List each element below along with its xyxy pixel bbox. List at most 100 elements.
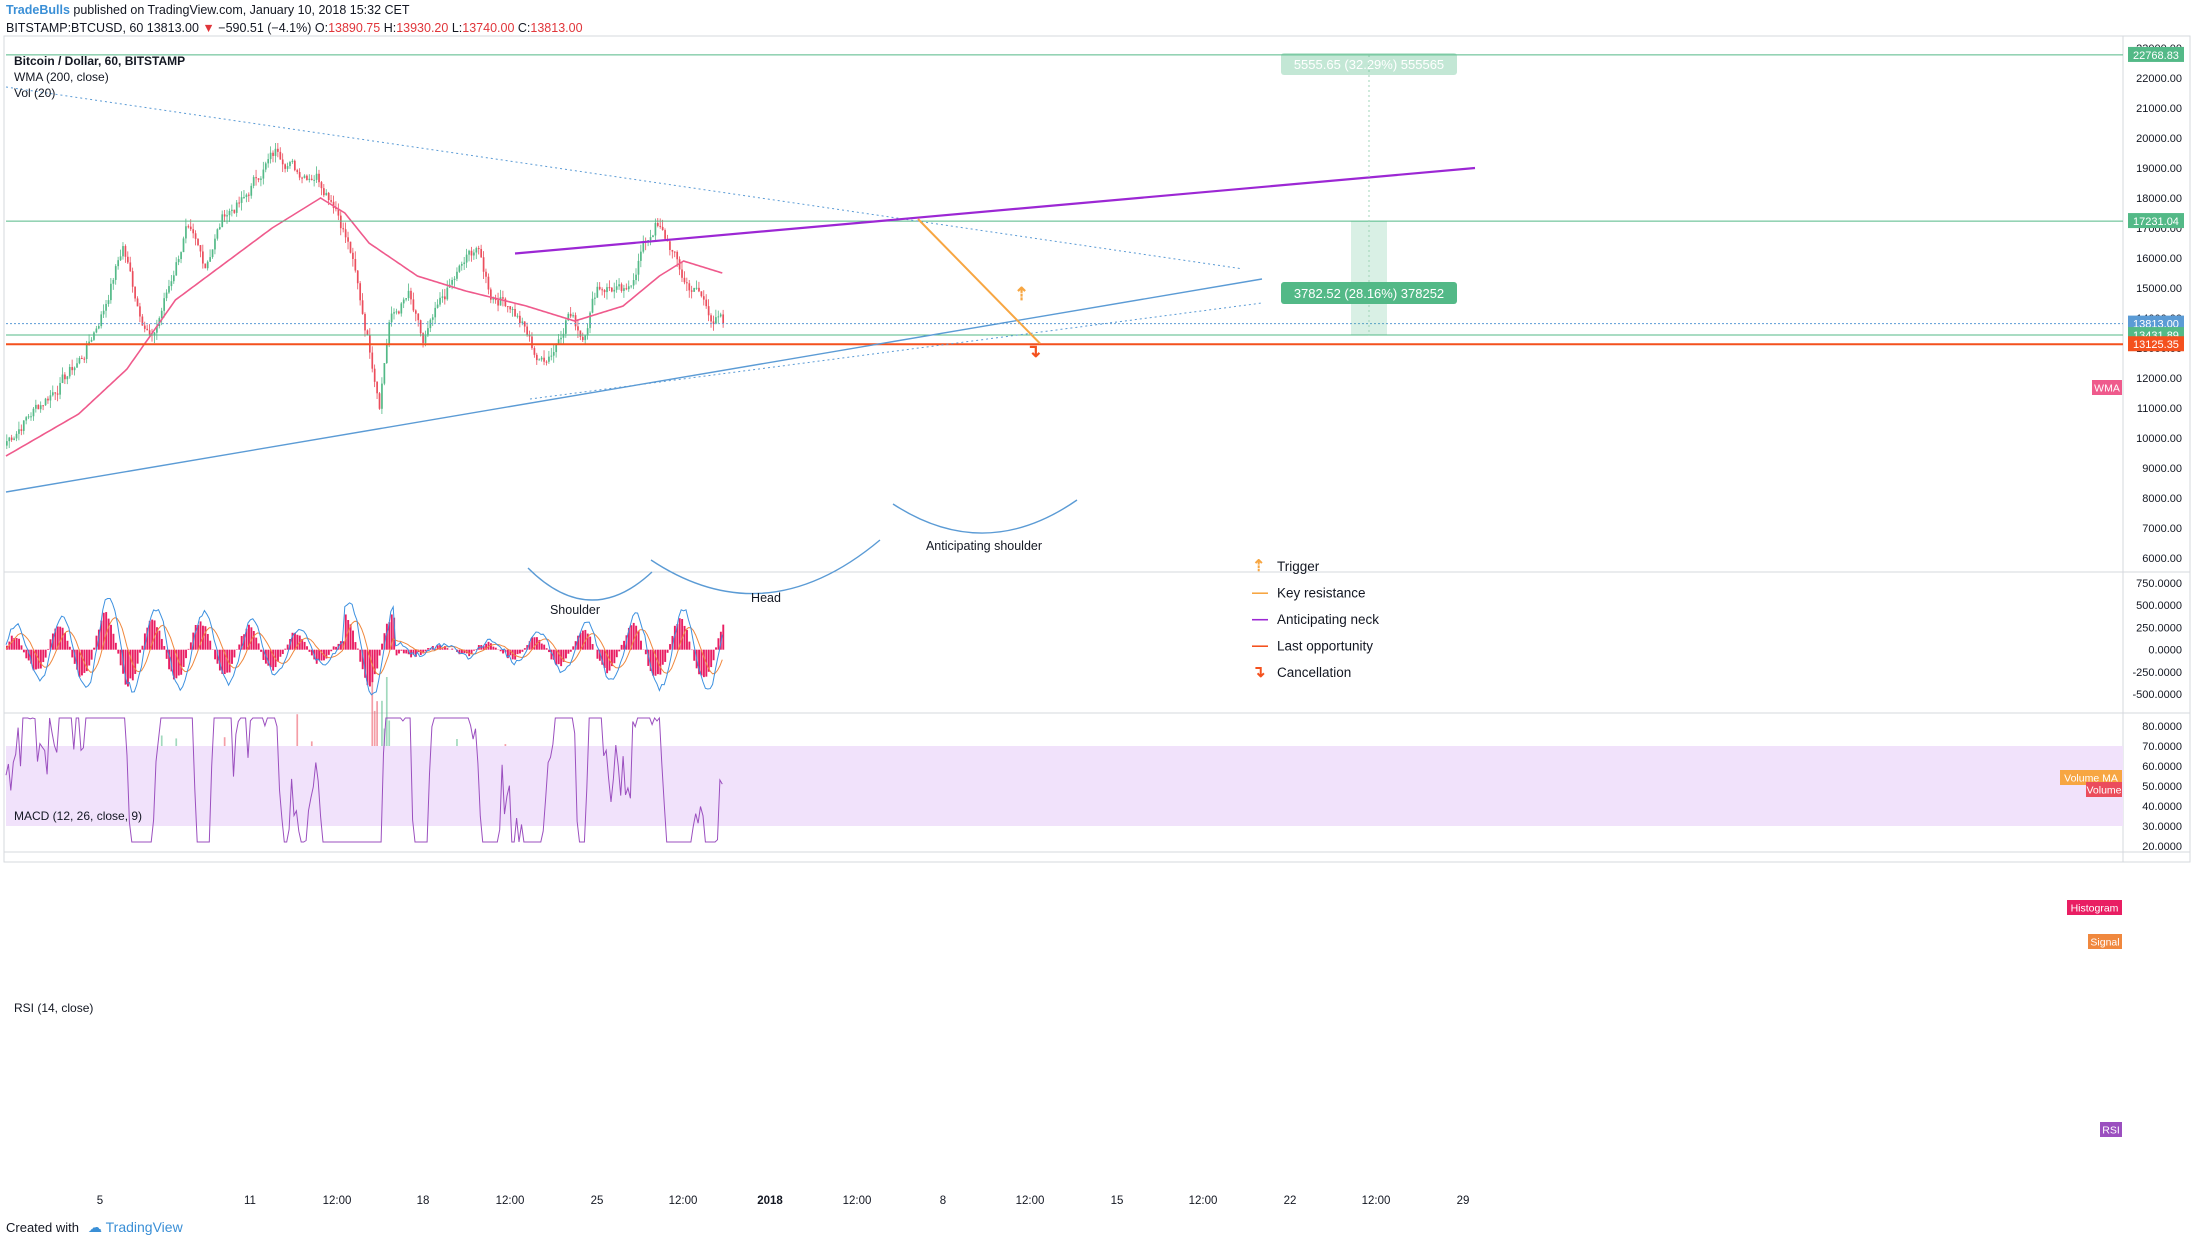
macd-histogram-bar	[189, 642, 192, 650]
macd-histogram-bar	[603, 649, 606, 668]
candle	[32, 408, 35, 417]
macd-histogram-bar	[221, 649, 224, 674]
macd-histogram-bar	[632, 622, 635, 650]
candle	[531, 336, 533, 349]
macd-histogram-bar	[117, 649, 120, 654]
candle	[262, 169, 265, 179]
macd-histogram-bar	[107, 618, 110, 650]
candle	[707, 306, 710, 316]
macd-histogram-bar	[494, 647, 497, 650]
candle	[56, 393, 59, 395]
macd-histogram-bar	[637, 630, 640, 650]
macd-histogram-bar	[143, 633, 146, 650]
macd-histogram-bar	[693, 649, 696, 661]
chart-title: Bitcoin / Dollar, 60, BITSTAMP	[14, 54, 185, 68]
candle	[456, 271, 458, 279]
macd-histogram-bar	[611, 649, 613, 667]
macd-histogram-bar	[686, 629, 688, 650]
candle	[165, 292, 168, 299]
macd-histogram-bar	[255, 637, 258, 650]
time-axis-tick: 29	[1457, 1195, 1470, 1207]
macd-histogram-bar	[165, 649, 168, 659]
macd-histogram-bar	[30, 649, 33, 664]
macd-histogram-bar	[59, 626, 62, 650]
time-axis-tick: 2018	[757, 1195, 783, 1207]
candle	[233, 209, 236, 213]
candle	[330, 200, 332, 202]
candle	[310, 178, 313, 180]
low-label: L:	[451, 21, 463, 35]
candle	[422, 333, 424, 343]
candle	[347, 237, 349, 242]
candle	[625, 288, 628, 290]
candle	[298, 172, 301, 178]
candle	[185, 226, 187, 239]
macd-histogram-bar	[139, 649, 141, 653]
candle	[211, 249, 214, 258]
candle	[521, 321, 524, 324]
legend-label: Trigger	[1277, 559, 1320, 574]
price-change: −590.51 (−4.1%)	[218, 21, 312, 35]
macd-histogram-bar	[349, 624, 352, 650]
candle	[124, 246, 127, 257]
macd-histogram-bar	[85, 649, 88, 672]
candle	[197, 238, 199, 246]
macd-histogram-bar	[715, 647, 717, 650]
time-axis-tick: 5	[97, 1195, 103, 1207]
candle	[528, 334, 531, 337]
price-axis-tick: 20000.00	[2136, 133, 2182, 145]
candle	[451, 279, 453, 285]
legend-label: Anticipating neck	[1277, 612, 1379, 627]
candle	[44, 398, 47, 406]
candle	[642, 241, 645, 252]
rsi-axis-tick: 70.0000	[2142, 741, 2182, 753]
macd-histogram-bar	[134, 649, 137, 674]
candle	[337, 208, 340, 216]
legend-label: Key resistance	[1277, 586, 1366, 601]
macd-histogram-bar	[702, 649, 705, 678]
candle	[381, 383, 383, 409]
candle	[170, 281, 173, 287]
macd-histogram-bar	[272, 649, 275, 671]
candle	[100, 314, 103, 327]
rsi-axis-tick: 80.0000	[2142, 721, 2182, 733]
candle	[286, 166, 289, 169]
macd-histogram-bar	[400, 649, 403, 651]
candle	[463, 262, 466, 264]
candle	[73, 367, 76, 371]
macd-histogram-bar	[269, 649, 272, 668]
macd-histogram-bar	[649, 649, 652, 672]
candle	[385, 343, 388, 364]
tradingview-logo[interactable]: ☁ TradingView	[88, 1219, 183, 1236]
candle	[623, 288, 625, 291]
candle	[8, 437, 11, 442]
macd-histogram-bar	[444, 646, 446, 650]
macd-histogram-bar	[226, 649, 229, 673]
close-value: 13813.00	[530, 21, 583, 35]
candle	[395, 311, 398, 313]
volume-bar	[385, 677, 388, 797]
candle	[557, 339, 560, 345]
macd-histogram-bar	[124, 649, 127, 685]
macd-histogram-bar	[635, 625, 638, 650]
candle	[192, 229, 195, 234]
macd-histogram-bar	[277, 649, 279, 662]
macd-axis-tick: 0.0000	[2148, 645, 2182, 657]
candle	[620, 284, 623, 291]
candle	[335, 208, 337, 210]
candle	[272, 152, 274, 156]
candle	[482, 257, 485, 272]
macd-histogram-bar	[260, 649, 262, 652]
candle	[293, 160, 296, 171]
macd-histogram-bar	[216, 649, 219, 664]
macd-histogram-bar	[327, 649, 330, 655]
rsi-axis-tick: 30.0000	[2142, 821, 2182, 833]
candle	[206, 261, 209, 269]
macd-histogram-bar	[424, 649, 427, 652]
author-name[interactable]: TradeBulls	[6, 3, 70, 17]
candle	[78, 357, 81, 364]
candle	[255, 177, 257, 179]
candle	[349, 241, 352, 253]
macd-histogram-bar	[223, 649, 226, 675]
